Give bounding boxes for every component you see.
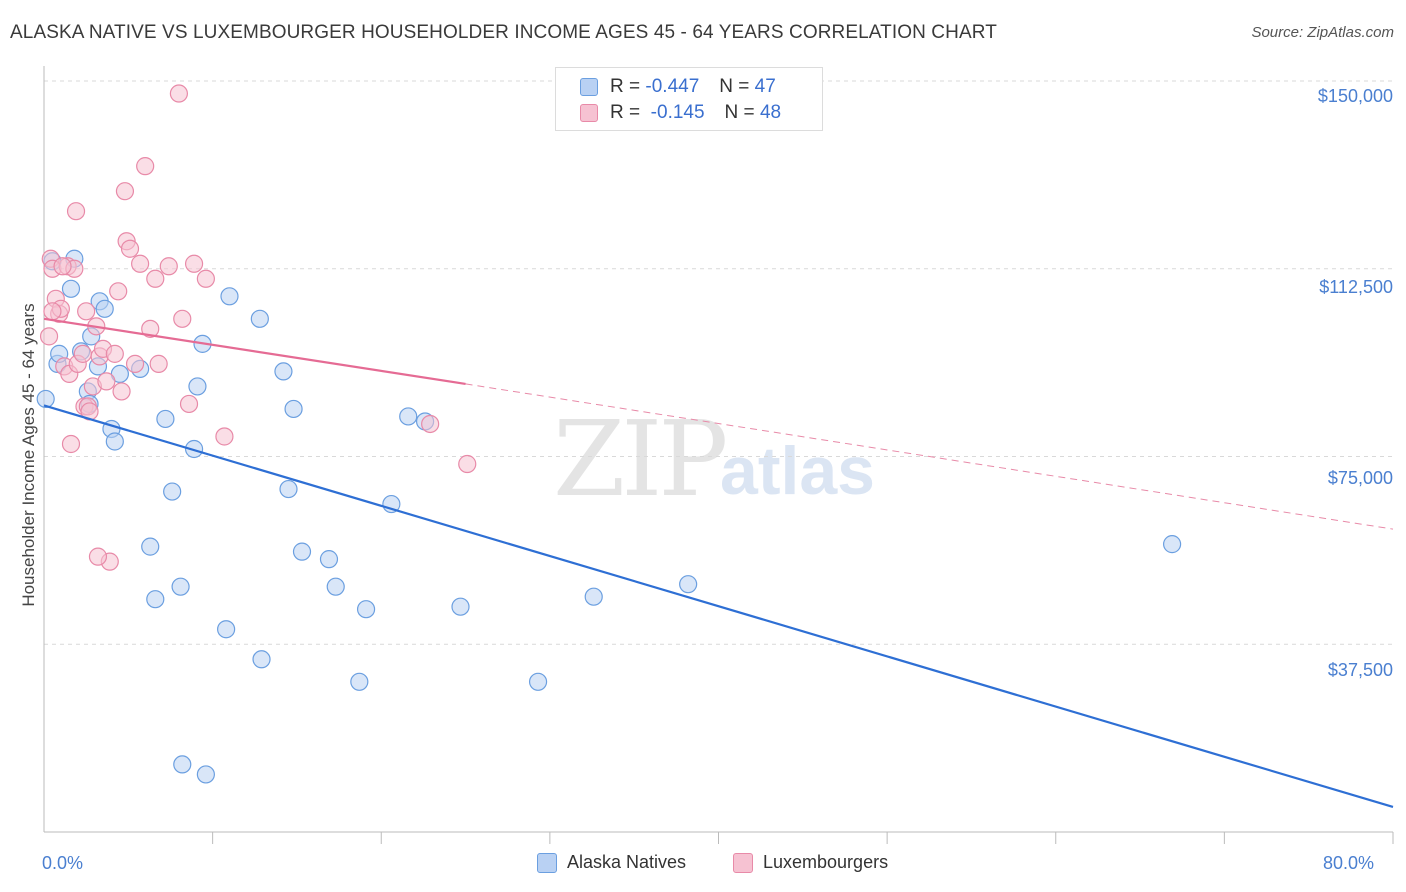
x-tick-label-max: 80.0% [1323,853,1375,873]
luxembourger-point [73,344,92,363]
alaska-native-point [95,299,114,318]
luxembourger-point [109,282,128,301]
alaska-native-point [61,279,81,298]
alaska-native-point [528,672,548,691]
y-tick-label-75000: $75,000 [1327,468,1393,488]
legend-row-luxembourger: R = -0.145 N = 48 [580,101,781,125]
luxembourger-point [458,454,477,474]
series-legend-luxembourger: Luxembourgers [733,852,888,873]
luxembourger-point [215,427,234,446]
luxembourger-point [169,84,188,103]
luxembourger-point [53,257,72,276]
luxembourger-point [141,319,160,338]
alaska-native-point [319,550,339,569]
legend-row-alaska: R = -0.447 N = 47 [580,75,776,99]
luxembourger-trendline-extension [465,383,1394,530]
alaska-native-point [171,577,190,596]
series-label-alaska: Alaska Natives [567,852,687,872]
luxembourger-point [88,547,108,566]
alaska-native-point [141,537,160,556]
series-legend-alaska: Alaska Natives [537,852,686,873]
luxembourger-point [77,302,96,321]
luxembourger-point [39,327,59,346]
luxembourger-point [112,382,131,401]
alaska-native-point [451,597,470,616]
legend-r-label: R = [610,102,641,123]
luxembourger-point [173,309,192,328]
chart-title: ALASKA NATIVE VS LUXEMBOURGER HOUSEHOLDE… [10,22,997,43]
luxembourger-point [97,372,116,391]
source-label: Source: ZipAtlas.com [1251,24,1394,41]
alaska-native-point [250,309,269,328]
alaska-native-point [356,600,376,619]
watermark-atlas: atlas [720,433,875,509]
luxembourger-trendline [43,317,466,386]
alaska-native-point [584,587,603,606]
alaska-native-point [146,590,165,609]
alaska-native-point [399,407,418,426]
luxembourger-point [66,202,86,221]
luxembourger-point [196,269,215,288]
alaska-native-point [156,409,175,429]
legend-r-value: -0.145 [650,102,705,123]
series-swatch-alaska [537,852,557,873]
x-tick-label-min: 0.0% [42,853,84,873]
legend-swatch-alaska [580,78,598,96]
alaska-native-point [274,362,293,381]
luxembourger-point [159,257,178,276]
alaska-native-point [1163,535,1182,554]
y-tick-label-150000: $150,000 [1317,86,1393,106]
alaska-native-point [252,650,271,669]
luxembourger-point [421,414,440,434]
luxembourger-point [120,239,140,258]
alaska-native-point [36,389,55,409]
alaska-native-point [163,482,182,501]
alaska-native-point [279,479,298,499]
legend-r-value: -0.447 [645,76,700,97]
alaska-native-point [326,577,345,596]
luxembourger-point [149,354,168,373]
luxembourger-point [115,182,135,201]
alaska-native-trendline [43,404,1394,809]
luxembourger-point [136,157,155,176]
watermark-zip: ZIP [553,398,728,520]
luxembourger-point [43,302,62,321]
alaska-native-point [217,620,236,639]
luxembourger-point [61,434,81,454]
alaska-native-point [220,287,239,306]
correlation-legend: R = -0.447 N = 47 R = -0.145 N = 48 [555,67,823,131]
luxembourger-point [146,269,165,288]
y-axis-label: Householder Income Ages 45 - 64 years [19,303,38,607]
alaska-native-point [284,399,303,419]
luxembourger-point [131,254,150,273]
alaska-native-point [173,755,192,774]
series-swatch-luxembourger [733,852,753,873]
luxembourger-point [125,354,145,373]
alaska-native-point [196,765,215,784]
alaska-native-point [350,672,369,691]
y-tick-label-112500: $112,500 [1319,277,1393,297]
luxembourger-point [184,254,204,273]
y-tick-label-37500: $37,500 [1327,660,1393,680]
alaska-native-point [188,377,207,396]
series-label-luxembourger: Luxembourgers [763,852,889,872]
alaska-native-point [105,432,124,451]
legend-n-value: 47 [754,76,776,97]
legend-n-label: N = [724,102,755,123]
legend-swatch-luxembourger [580,104,598,122]
luxembourger-point [105,344,124,363]
legend-n-label: N = [719,76,750,97]
luxembourger-point [179,394,199,414]
alaska-native-point [292,542,312,561]
alaska-native-point [679,575,698,594]
legend-n-value: 48 [759,102,782,123]
legend-r-label: R = [610,76,641,97]
